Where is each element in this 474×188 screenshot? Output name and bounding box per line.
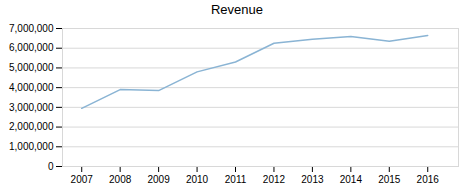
- svg-text:2011: 2011: [225, 174, 247, 185]
- svg-text:2007: 2007: [71, 174, 94, 185]
- svg-text:1,000,000: 1,000,000: [9, 141, 54, 152]
- svg-text:5,000,000: 5,000,000: [9, 62, 54, 73]
- svg-text:0: 0: [48, 161, 54, 172]
- svg-text:2016: 2016: [417, 174, 440, 185]
- svg-text:4,000,000: 4,000,000: [9, 82, 54, 93]
- svg-text:2012: 2012: [263, 174, 286, 185]
- svg-text:7,000,000: 7,000,000: [9, 23, 54, 34]
- svg-text:2014: 2014: [340, 174, 363, 185]
- svg-text:2009: 2009: [147, 174, 170, 185]
- svg-text:2013: 2013: [301, 174, 324, 185]
- html-text:Revenue: Revenue: [211, 2, 263, 17]
- svg-text:2,000,000: 2,000,000: [9, 121, 54, 132]
- svg-text:6,000,000: 6,000,000: [9, 42, 54, 53]
- svg-text:3,000,000: 3,000,000: [9, 102, 54, 113]
- svg-text:2010: 2010: [186, 174, 209, 185]
- svg-text:2008: 2008: [109, 174, 132, 185]
- svg-text:2015: 2015: [378, 174, 401, 185]
